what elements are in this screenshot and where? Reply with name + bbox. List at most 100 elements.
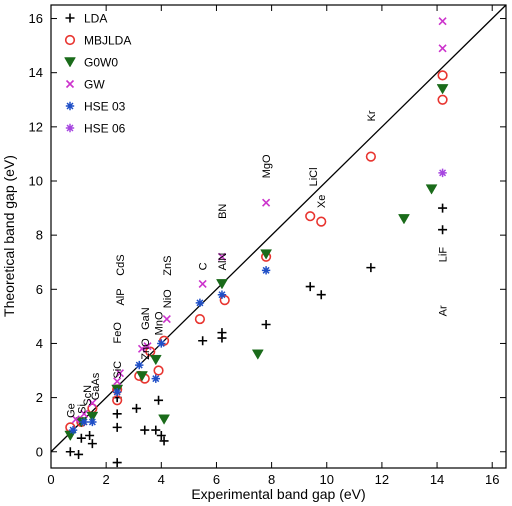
point-x [88,398,97,408]
point-asterisk [261,266,271,275]
legend-marker [65,79,75,89]
point-plus [217,333,227,343]
point-x [80,409,89,418]
y-tick-label: 14 [29,65,43,80]
legend: LDA MBJLDA G0W0 GW HSE 03 HSE 06 [64,12,131,136]
material-label: Ar [438,305,450,316]
point-x [71,415,80,424]
legend-marker [65,101,75,111]
point-plus [112,422,122,432]
material-label: SiC [112,361,124,379]
material-label: MgO [261,154,273,178]
material-label: AlP [115,288,127,305]
series-hse-06 [438,168,447,178]
series-gw [71,17,447,424]
point-plus [87,439,97,449]
x-tick-label: 4 [158,472,165,487]
material-label: FeO [112,322,124,344]
point-plus [140,425,150,435]
point-x [438,17,447,26]
point-plus [156,431,166,441]
point-circle [316,216,327,227]
point-plus [74,449,84,459]
material-label: LiCl [308,167,320,186]
point-plus [154,395,164,405]
x-tick-label: 8 [268,472,275,487]
point-circle [158,335,170,346]
point-plus [305,282,315,292]
point-plus [112,409,122,419]
point-triangle-down [216,279,228,290]
point-asterisk [79,417,89,427]
point-plus [159,436,169,446]
y-tick-label: 6 [36,282,43,297]
x-tick-label: 2 [103,472,110,487]
point-circle [365,151,376,162]
point-triangle-down [398,214,410,225]
material-label: BN [217,204,229,219]
point-triangle-down [136,371,148,382]
point-plus [261,319,271,329]
material-label: Xe [316,195,328,208]
point-plus [76,433,86,443]
point-plus [151,425,161,435]
material-label: AlN [217,253,229,271]
point-asterisk [135,360,144,370]
legend-label: LDA [84,12,107,26]
point-x [143,342,152,351]
point-asterisk [68,425,78,435]
material-label: Kr [366,110,378,121]
point-x [115,369,125,378]
point-plus [198,336,208,346]
point-x [438,44,447,53]
axis-ticks: 0 2 4 6 8 10 12 14 16 0 2 4 6 8 10 12 14 16 [29,5,506,487]
y-tick-label: 8 [36,228,43,243]
point-circle [145,346,156,357]
x-tick-label: 16 [485,472,499,487]
legend-marker [64,57,76,68]
point-triangle-down [436,84,449,95]
point-circle [153,365,164,376]
point-x [137,344,147,353]
point-circle [194,313,206,325]
point-asterisk [217,290,227,299]
point-x [113,377,122,386]
material-label: GaAs [90,372,102,400]
point-asterisk [151,374,160,383]
legend-label: G0W0 [84,56,118,70]
reference-line-group [50,4,507,453]
point-plus [438,203,448,213]
point-x [162,315,171,324]
point-triangle-down [86,411,99,423]
material-label: LiF [438,247,450,263]
point-plus [112,458,122,468]
material-label: CdS [115,254,127,275]
x-tick-label: 6 [213,472,220,487]
point-plus [85,431,95,441]
material-label: Ge [65,403,77,418]
point-triangle-down [260,249,273,260]
material-label: NiO [162,289,174,308]
point-circle [219,295,230,306]
plot-frame [50,4,507,469]
y-tick-label: 12 [29,119,43,134]
point-asterisk [157,339,166,348]
point-circle [437,70,448,81]
point-x [262,198,271,207]
point-asterisk [112,387,122,397]
material-label: ZnS [162,256,174,276]
material-label: GaN [140,307,152,330]
point-triangle-down [251,349,264,360]
legend-label: HSE 06 [84,122,126,136]
point-plus [438,225,448,235]
identity-line [50,4,507,453]
point-triangle-down [425,184,438,195]
point-plus [316,290,326,300]
material-label: Si [76,404,88,414]
point-plus [366,263,376,273]
point-x [198,279,207,288]
y-tick-label: 2 [36,390,43,405]
point-triangle-down [158,414,170,425]
point-circle [437,94,448,105]
material-label: MnO [154,311,166,335]
